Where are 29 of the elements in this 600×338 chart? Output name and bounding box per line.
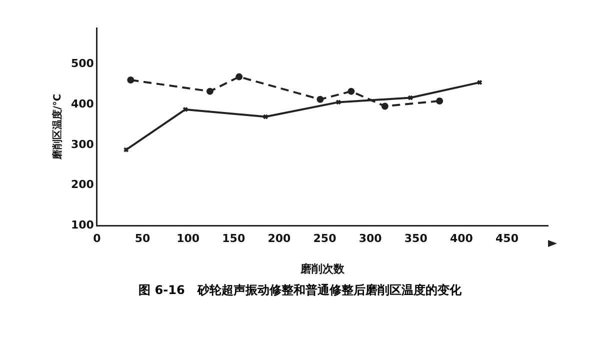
x-tick-label: 400	[450, 232, 474, 246]
x-tick-label: 250	[313, 232, 337, 246]
y-tick-label: 400	[70, 97, 94, 110]
point	[381, 102, 388, 110]
caption: 图 6-16 砂轮超声振动修整和普通修整后磨削区温度的变化	[138, 282, 462, 299]
x-tick-label: 0	[93, 232, 102, 246]
point	[436, 97, 444, 104]
x-tick-label: 350	[404, 232, 428, 246]
x-tick-label: 50	[134, 232, 151, 246]
point	[206, 88, 214, 95]
x-axis-title: 磨削次数	[299, 262, 346, 276]
point	[316, 96, 324, 103]
point	[182, 106, 188, 112]
y-tick-label: 500	[70, 57, 94, 70]
x-tick-label: 300	[358, 232, 382, 246]
point	[127, 76, 134, 84]
x-tick-label: 450	[496, 232, 519, 246]
x-tick-label: 150	[222, 232, 246, 246]
point	[262, 114, 268, 120]
point	[348, 88, 355, 95]
y-axis-title: 磨削区温度/℃	[52, 94, 64, 161]
y-tick-label: 100	[70, 218, 94, 232]
point	[236, 73, 243, 80]
x-tick-label: 100	[176, 232, 200, 246]
point	[336, 99, 342, 105]
y-tick-label: 200	[70, 178, 94, 192]
y-tick-label: 300	[70, 138, 94, 151]
point	[408, 94, 414, 101]
x-tick-label: 200	[268, 232, 292, 246]
